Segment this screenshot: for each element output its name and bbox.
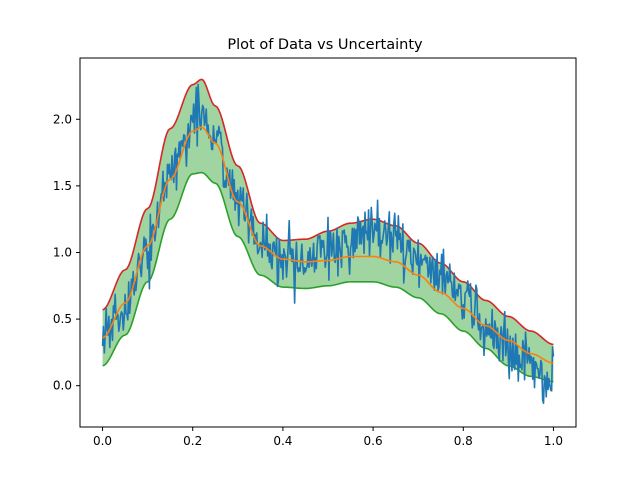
y-tick-label: 1.5 bbox=[53, 179, 72, 193]
x-axis-ticks: 0.0 0.2 0.4 0.6 0.8 1.0 bbox=[93, 427, 563, 448]
x-tick-label: 0.0 bbox=[93, 434, 112, 448]
axes-frame bbox=[79, 57, 577, 428]
data-line bbox=[101, 83, 555, 404]
y-tick-label: 2.0 bbox=[53, 112, 72, 126]
x-tick-label: 1.0 bbox=[544, 434, 563, 448]
uncertainty-band bbox=[102, 79, 554, 382]
y-tick-label: 0.0 bbox=[53, 379, 72, 393]
x-tick-label: 0.2 bbox=[183, 434, 202, 448]
y-tick-label: 0.5 bbox=[53, 312, 72, 326]
x-tick-label: 0.4 bbox=[273, 434, 292, 448]
y-tick-label: 1.0 bbox=[53, 245, 72, 259]
x-tick-label: 0.8 bbox=[454, 434, 473, 448]
fit-line bbox=[102, 126, 554, 364]
y-axis-ticks: 0.0 0.5 1.0 1.5 2.0 bbox=[53, 112, 80, 393]
x-tick-label: 0.6 bbox=[364, 434, 383, 448]
plot-area bbox=[101, 78, 555, 404]
lower-bound-line bbox=[102, 171, 554, 383]
chart-title: Plot of Data vs Uncertainty bbox=[227, 37, 423, 53]
